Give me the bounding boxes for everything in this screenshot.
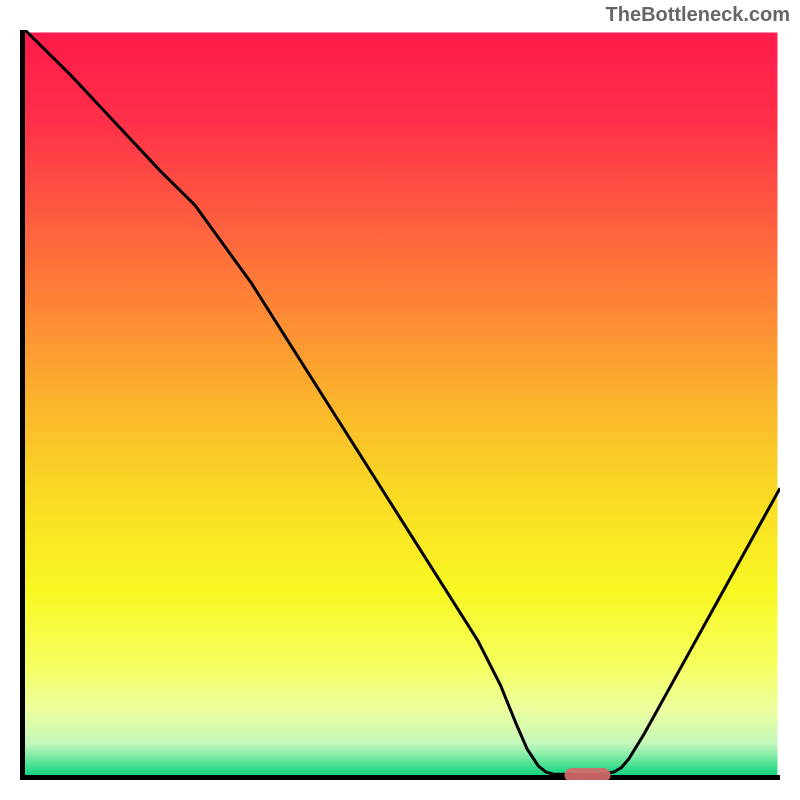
watermark-text: TheBottleneck.com xyxy=(606,4,790,27)
plot-area xyxy=(20,30,780,780)
optimal-marker xyxy=(564,768,610,780)
chart-container: TheBottleneck.com xyxy=(0,0,800,800)
plot-svg xyxy=(20,30,780,780)
